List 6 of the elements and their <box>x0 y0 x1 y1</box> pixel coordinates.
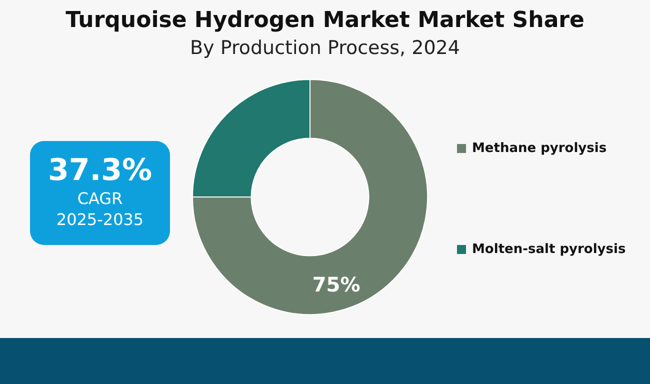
chart-subtitle: By Production Process, 2024 <box>189 37 461 59</box>
legend-label: Molten-salt pyrolysis <box>472 242 626 256</box>
cagr-card: 37.3% CAGR 2025-2035 <box>30 141 170 245</box>
data-label: 75% <box>312 272 360 297</box>
legend-label: Methane pyrolysis <box>472 140 607 156</box>
chart-title: Turquoise Hydrogen Market Market Share <box>64 8 586 33</box>
